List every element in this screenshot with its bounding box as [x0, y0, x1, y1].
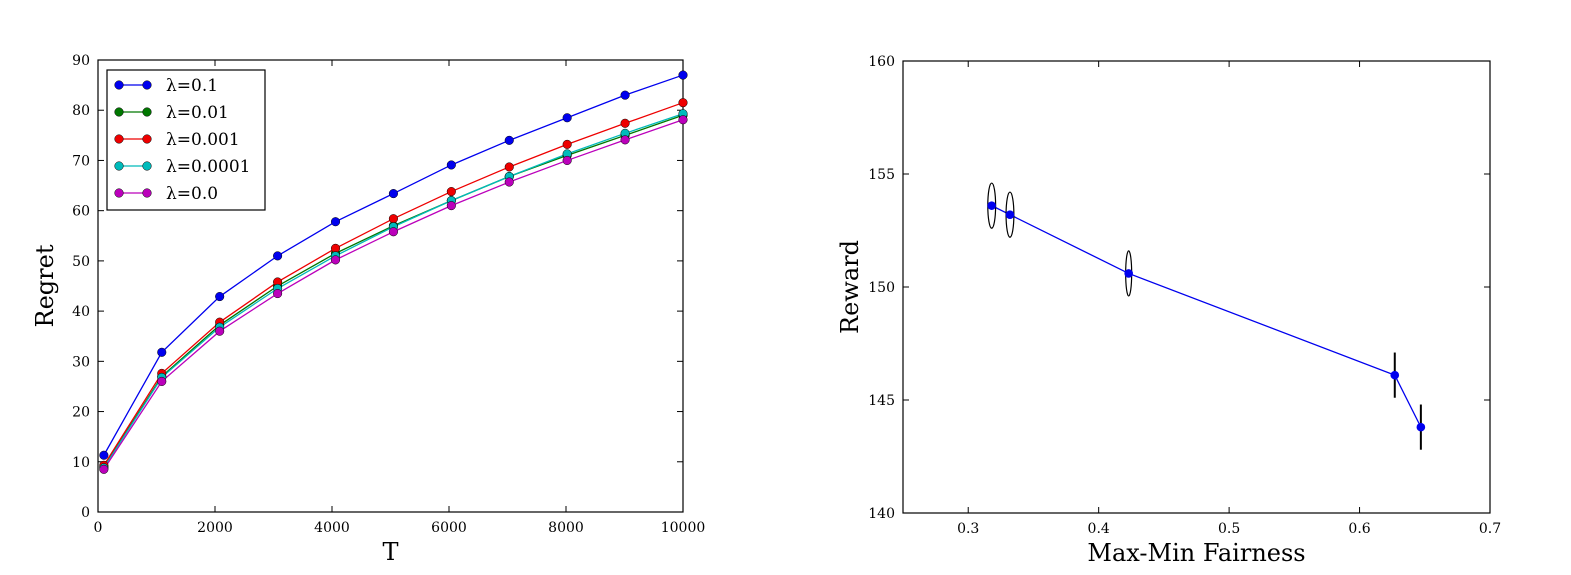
x-tick-label: 0 — [94, 520, 103, 536]
data-point — [504, 162, 514, 172]
legend: λ=0.1 λ=0.01 λ=0.001 λ=0.0001 λ=0.0 — [106, 69, 266, 211]
legend-marker — [114, 188, 124, 198]
data-point — [446, 187, 456, 197]
y-tick-label: 145 — [868, 393, 895, 409]
data-point — [562, 139, 572, 149]
x-tick-label: 4000 — [314, 520, 350, 536]
regret-chart: 0 2000 4000 6000 8000 10000 0 10 20 30 40 50 60 70 80 9… — [31, 53, 705, 566]
y-tick-label: 40 — [72, 304, 90, 320]
y-tick-label: 30 — [72, 354, 90, 370]
data-point — [678, 70, 688, 80]
y-tick-label: 0 — [81, 505, 90, 521]
series-line — [991, 205, 1422, 428]
y-tick-label: 20 — [72, 405, 90, 421]
y-tick-label: 50 — [72, 254, 90, 270]
data-point — [330, 217, 341, 227]
y-tick-label: 80 — [72, 103, 90, 119]
data-point — [388, 214, 398, 224]
data-point — [446, 201, 456, 211]
data-point — [157, 376, 167, 386]
y-tick-label: 160 — [868, 54, 895, 70]
reward-fairness-chart: 0.3 0.4 0.5 0.6 0.7 140 145 150 155 160 Max-Min Fa… — [836, 54, 1501, 567]
data-point — [215, 326, 225, 336]
data-point — [388, 189, 398, 199]
series-group — [99, 70, 688, 474]
legend-label: λ=0.01 — [166, 103, 229, 123]
legend-marker — [142, 134, 152, 144]
x-tick-label: 0.3 — [957, 521, 979, 537]
x-tick-label: 0.4 — [1088, 521, 1110, 537]
x-tick-label: 2000 — [197, 520, 233, 536]
data-point — [504, 135, 514, 145]
legend-marker — [114, 134, 124, 144]
data-point — [1124, 269, 1133, 278]
y-tick-label: 140 — [868, 506, 895, 522]
data-point — [215, 291, 225, 302]
data-point — [504, 177, 514, 187]
legend-label: λ=0.0 — [166, 184, 218, 204]
legend-marker — [114, 107, 124, 117]
legend-marker — [142, 161, 152, 171]
legend-label: λ=0.0001 — [166, 157, 251, 177]
data-point — [330, 255, 341, 265]
x-tick-label: 10000 — [661, 520, 706, 536]
data-point — [620, 135, 630, 145]
legend-label: λ=0.001 — [166, 130, 240, 150]
data-point — [446, 160, 456, 170]
legend-marker — [142, 188, 152, 198]
data-point — [388, 227, 398, 237]
y-tick-label: 70 — [72, 153, 90, 169]
legend-marker — [114, 161, 124, 171]
y-tick-label: 155 — [868, 167, 895, 183]
y-tick-label: 60 — [72, 204, 90, 220]
plot-frame — [97, 59, 684, 513]
data-point — [99, 450, 109, 460]
data-point — [273, 288, 283, 299]
data-point — [620, 118, 630, 128]
data-point — [157, 347, 167, 357]
legend-marker — [114, 80, 124, 90]
plot-frame — [902, 60, 1491, 514]
data-point — [1390, 370, 1400, 380]
x-axis-label: Max-Min Fairness — [1087, 539, 1305, 567]
data-point — [987, 201, 997, 210]
data-point — [562, 155, 572, 165]
legend-label: λ=0.1 — [166, 76, 218, 96]
data-point — [678, 115, 688, 125]
x-tick-label: 0.7 — [1479, 521, 1501, 537]
x-tick-label: 6000 — [431, 520, 467, 536]
data-point — [99, 464, 109, 474]
y-axis-label: Reward — [836, 240, 864, 334]
y-tick-label: 90 — [72, 53, 90, 69]
data-point — [1005, 210, 1015, 219]
y-tick-label: 10 — [72, 455, 90, 471]
legend-marker — [142, 107, 152, 117]
y-axis-label: Regret — [31, 244, 59, 327]
x-tick-label: 0.6 — [1348, 521, 1370, 537]
y-tick-label: 150 — [868, 280, 895, 296]
x-axis-label: T — [382, 538, 398, 566]
legend-frame — [106, 69, 266, 211]
x-tick-label: 8000 — [548, 520, 584, 536]
data-point — [1416, 422, 1426, 432]
data-point — [678, 98, 688, 108]
legend-marker — [142, 80, 152, 90]
data-point — [562, 113, 572, 123]
data-point — [273, 251, 283, 261]
x-tick-label: 0.5 — [1218, 521, 1240, 537]
data-point — [620, 90, 630, 100]
